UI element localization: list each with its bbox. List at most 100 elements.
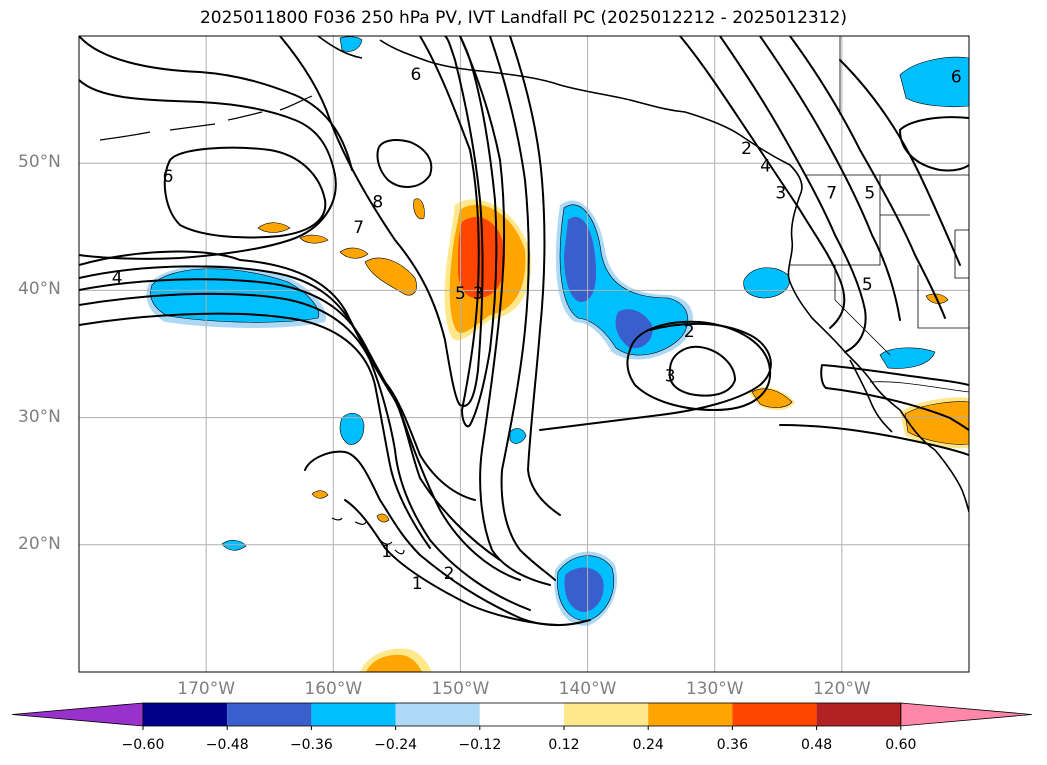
- contour-label: 7: [353, 218, 364, 238]
- contour-east-low-2: [779, 424, 969, 456]
- contour-label: 2: [444, 564, 455, 584]
- positive-region-south-core: [366, 654, 422, 672]
- lon-label: 140°W: [558, 679, 617, 699]
- lon-label: 170°W: [177, 679, 236, 699]
- contour-label: 5: [455, 284, 466, 304]
- colorbar-tick-label: −0.60: [121, 737, 165, 753]
- contour-label: 6: [163, 167, 174, 187]
- positive-blob-7: [376, 513, 390, 523]
- positive-blob-4: [257, 222, 291, 233]
- colorbar-tick-label: −0.12: [458, 737, 502, 753]
- negative-blob-7: [339, 36, 363, 52]
- contour-ridge-5: [839, 59, 961, 266]
- colorbar-segment: [227, 703, 312, 726]
- colorbar-segment: [648, 703, 733, 726]
- lon-label: 150°W: [431, 679, 490, 699]
- contour-label: 3: [775, 183, 786, 203]
- colorbar-tick-label: −0.48: [205, 737, 249, 753]
- colorbar-tick-label: 0.12: [548, 737, 580, 753]
- shaded-regions: [146, 36, 969, 672]
- contour-ridge-1: [679, 36, 846, 329]
- contour-trough-5: [509, 36, 561, 516]
- negative-blob-4: [743, 267, 790, 299]
- negative-region-west-core: [150, 268, 320, 323]
- contour-label: 1: [381, 542, 392, 562]
- contour-label: 2: [684, 322, 695, 342]
- contour-label: 7: [826, 183, 837, 203]
- colorbar-segment: [564, 703, 649, 726]
- contour-hawaii-2: [344, 499, 561, 626]
- contour-label: 5: [864, 183, 875, 203]
- lon-label: 160°W: [304, 679, 363, 699]
- state-borders: [790, 175, 969, 356]
- north-america-west-coast: [787, 194, 969, 513]
- contour-label: 8: [372, 192, 383, 212]
- negative-region-east-core-2: [615, 309, 653, 349]
- contour-trough-2: [419, 36, 498, 428]
- contour-low-outer: [626, 320, 772, 412]
- positive-blob-6: [311, 490, 329, 499]
- positive-blob-2: [339, 247, 369, 259]
- colorbar-border: [142, 702, 902, 727]
- negative-blob-3: [221, 540, 247, 551]
- contour-ridge-2: [719, 36, 867, 353]
- colorbar-tick-label: 0.48: [801, 737, 833, 753]
- lat-label: 20°N: [18, 533, 61, 554]
- colorbar-segment: [395, 703, 480, 726]
- baja-peninsula: [849, 359, 893, 433]
- positive-blob-1: [364, 257, 417, 296]
- aleutian-islands: [99, 95, 313, 141]
- lat-label: 50°N: [18, 152, 61, 173]
- contour-label: 3: [665, 367, 676, 387]
- hawaii-islands: [331, 517, 405, 555]
- colorbar-segment: [311, 703, 396, 726]
- contour-west-4: [79, 292, 531, 611]
- contour-low-center: [668, 345, 737, 397]
- contour-label: 2: [741, 139, 752, 159]
- colorbar-segment: [732, 703, 817, 726]
- coastlines: [99, 36, 969, 555]
- contour-northeast: [899, 116, 969, 172]
- colorbar-tick-label: 0.60: [885, 737, 917, 753]
- contour-label: 6: [951, 68, 962, 88]
- contour-label: 1: [412, 574, 423, 594]
- contour-ridge-4: [789, 36, 946, 319]
- map-title: 2025011800 F036 250 hPa PV, IVT Landfall…: [199, 8, 847, 28]
- colorbar-tick-label: 0.36: [716, 737, 748, 753]
- contour-east-low: [820, 364, 969, 431]
- colorbar-tick-label: 0.24: [632, 737, 664, 753]
- contour-trough-1: [279, 36, 484, 407]
- colorbar: [11, 702, 1032, 730]
- contour-trough-3: [459, 36, 551, 586]
- contour-low-east: [539, 322, 772, 431]
- contour-label: 3: [473, 284, 484, 304]
- contours: [79, 36, 969, 626]
- contour-hawaii-1: [304, 450, 591, 626]
- gridlines: [79, 36, 969, 672]
- colorbar-extend-low: [11, 702, 144, 727]
- contour-loop-west: [163, 146, 327, 239]
- positive-blob-5: [413, 198, 425, 220]
- us-mexico-border: [869, 381, 969, 393]
- contour-northwest: [79, 79, 337, 260]
- political-borders: [790, 36, 969, 393]
- colorbar-tick-label: −0.24: [374, 737, 418, 753]
- lon-label: 130°W: [685, 679, 744, 699]
- contour-label: 6: [411, 65, 422, 85]
- colorbar-segment: [143, 703, 228, 726]
- negative-region-south-core: [564, 567, 604, 612]
- contour-northwest-2: [79, 36, 353, 171]
- map-frame: [78, 35, 970, 673]
- contour-label: 4: [112, 269, 123, 289]
- positive-blob-3: [299, 234, 329, 244]
- negative-blob-5: [879, 347, 936, 369]
- contour-inner-loop: [376, 139, 433, 188]
- contour-west-5: [79, 312, 431, 549]
- lon-label: 120°W: [812, 679, 871, 699]
- colorbar-tick-label: −0.36: [289, 737, 333, 753]
- colorbar-segment: [816, 703, 901, 726]
- colorbar-segment: [479, 703, 564, 726]
